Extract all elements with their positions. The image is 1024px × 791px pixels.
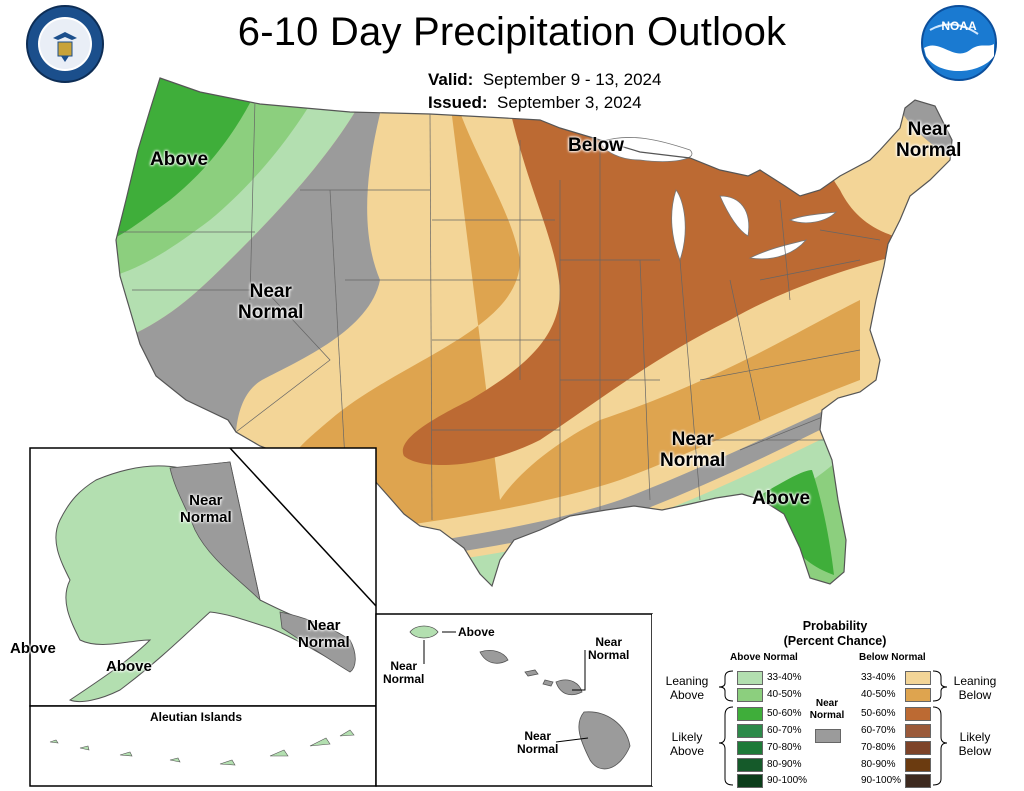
label-hi-near-normal-w: Near Normal [383,659,425,687]
probability-legend: Probability (Percent Chance) Above Normal… [655,615,1015,788]
legend-braces [718,670,948,786]
label-hi-above: Above [458,625,495,639]
legend-likely-above: Likely Above [669,730,705,758]
svg-text:NOAA: NOAA [941,19,977,33]
legend-title: Probability (Percent Chance) [783,619,887,648]
issued-date: Issued: September 3, 2024 [428,93,642,112]
range-above-90-100: 90-100% [767,775,808,786]
valid-dates: Valid: September 9 - 13, 2024 [428,70,662,89]
label-hi-near-normal-ne: Near Normal [588,635,630,663]
label-ak-near-normal-n: Near Normal [180,492,232,526]
label-aleutian-islands: Aleutian Islands [150,710,243,724]
range-above-40-50: 40-50% [767,689,802,700]
swatch-above-50-60 [737,707,763,721]
label-below: Below [568,135,624,156]
swatch-near-normal [815,729,841,743]
label-above-west: Above [150,149,209,170]
noaa-logo-icon: NOAA [921,5,997,81]
swatch-below-33-40 [905,671,931,685]
swatch-above-90-100 [737,774,763,788]
range-above-70-80: 70-80% [767,742,802,753]
label-hi-near-normal-s: Near Normal [517,729,559,757]
swatch-below-90-100 [905,774,931,788]
label-near-normal-west: Near Normal [238,281,304,323]
label-near-normal-se: Near Normal [660,429,726,471]
range-below-60-70: 60-70% [861,725,896,736]
range-above-60-70: 60-70% [767,725,802,736]
label-ak-above-w: Above [10,640,56,657]
range-above-50-60: 50-60% [767,708,802,719]
range-below-90-100: 90-100% [861,775,902,786]
swatch-below-50-60 [905,707,931,721]
swatch-above-40-50 [737,688,763,702]
swatch-above-70-80 [737,741,763,755]
range-below-70-80: 70-80% [861,742,896,753]
legend-above-header: Above Normal [730,652,798,663]
alaska-shape [55,461,356,703]
swatch-below-80-90 [905,758,931,772]
label-above-se: Above [752,488,811,509]
legend-leaning-above: Leaning Above [665,674,709,702]
range-above-33-40: 33-40% [767,672,802,683]
label-ak-near-normal-se: Near Normal [298,617,350,651]
range-below-80-90: 80-90% [861,759,896,770]
swatch-above-33-40 [737,671,763,685]
range-below-50-60: 50-60% [861,708,896,719]
legend-leaning-below: Leaning Below [953,674,997,702]
range-below-40-50: 40-50% [861,689,896,700]
legend-near-normal-label: Near Normal [809,698,845,721]
label-near-normal-ne: Near Normal [896,119,962,161]
swatch-above-80-90 [737,758,763,772]
swatch-above-60-70 [737,724,763,738]
range-above-80-90: 80-90% [767,759,802,770]
commerce-seal-icon [26,5,104,83]
map-title: 6-10 Day Precipitation Outlook [237,10,787,54]
swatch-below-70-80 [905,741,931,755]
swatch-below-60-70 [905,724,931,738]
label-ak-above-s: Above [106,658,152,675]
legend-likely-below: Likely Below [958,730,992,758]
legend-below-header: Below Normal [859,652,926,663]
swatch-below-40-50 [905,688,931,702]
range-below-33-40: 33-40% [861,672,896,683]
